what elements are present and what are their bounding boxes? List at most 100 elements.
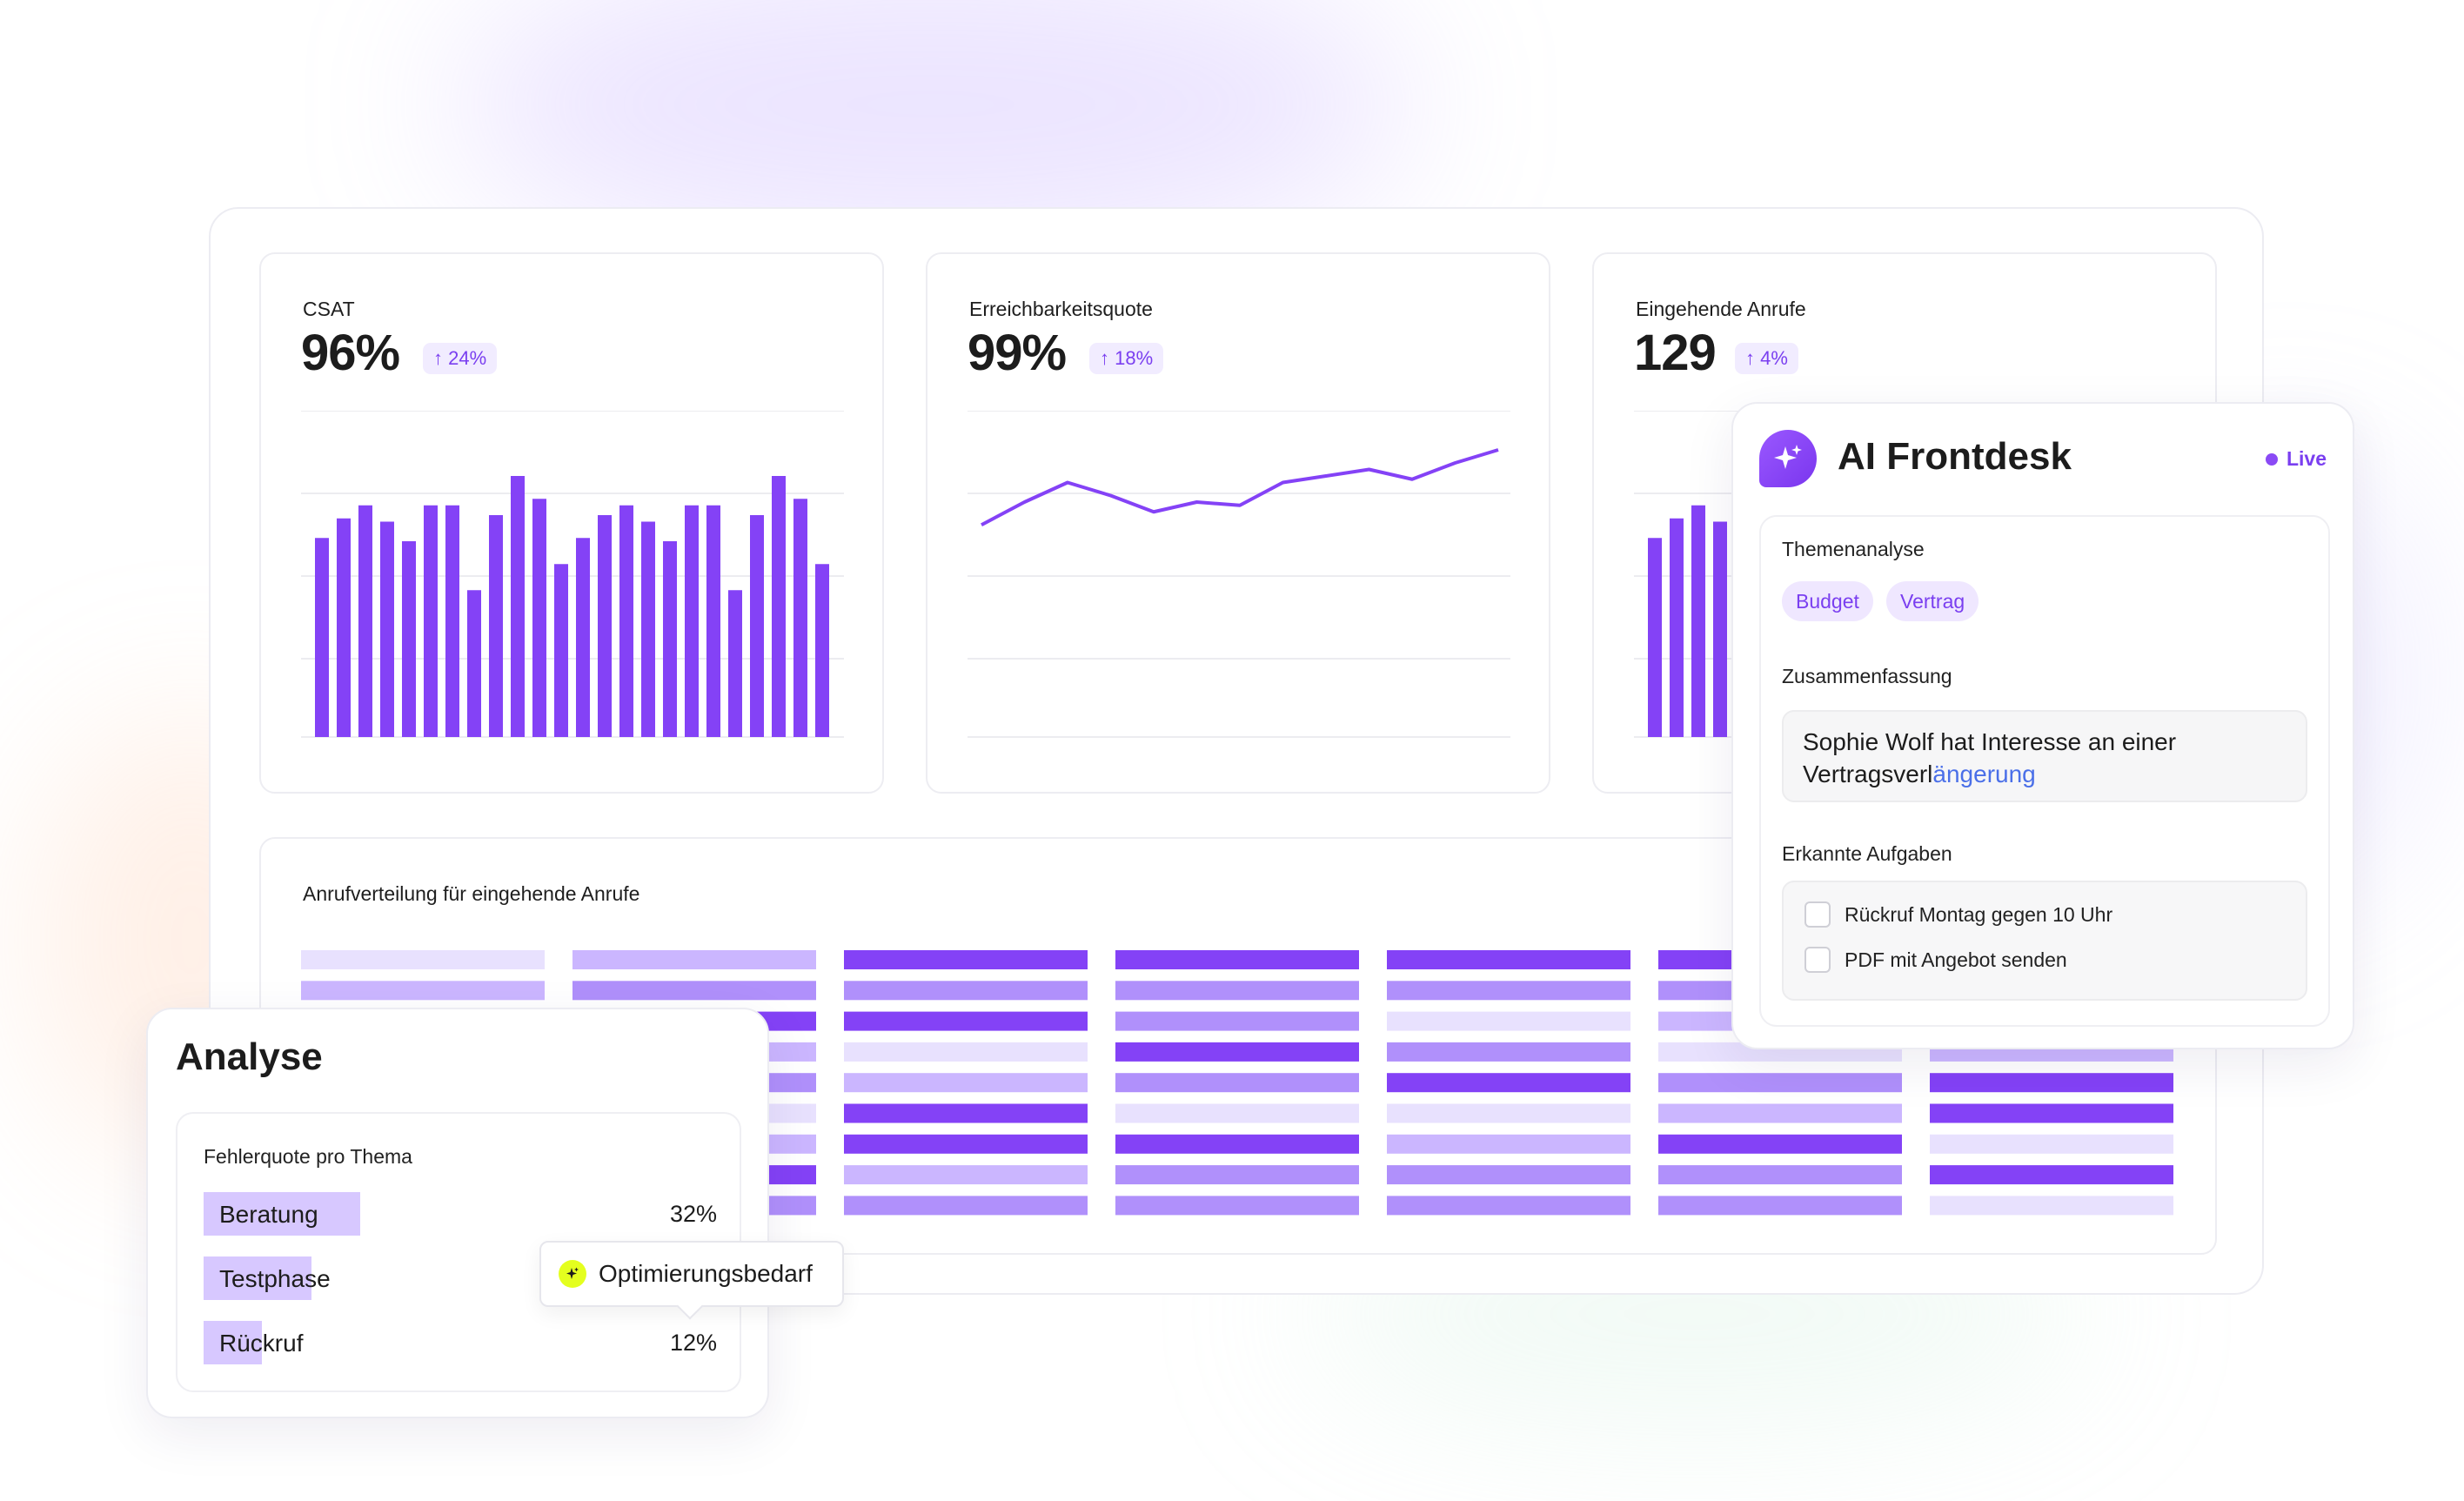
summary-text-streaming: ängerung	[1932, 761, 2036, 787]
heatmap-cell	[1930, 1196, 2173, 1216]
heatmap-cell	[1115, 1165, 1359, 1185]
error-rate-label: Beratung	[219, 1201, 318, 1228]
bar	[706, 505, 720, 737]
heatmap-cell	[1658, 1165, 1902, 1185]
bar	[1713, 521, 1727, 737]
bar	[1648, 538, 1662, 737]
heatmap-cell	[1658, 1073, 1902, 1093]
heatmap-cell	[572, 950, 816, 969]
bar	[337, 518, 351, 737]
bar	[315, 538, 329, 737]
bar	[772, 476, 786, 737]
kpi-card-erreichbarkeit[interactable]: Erreichbarkeitsquote 99% ↑ 18%	[926, 252, 1550, 794]
bar	[554, 564, 568, 737]
error-rate-bar	[204, 1321, 263, 1364]
error-rate-row[interactable]: Testphase	[204, 1256, 717, 1300]
live-status-badge: Live	[2265, 447, 2327, 471]
error-rate-bar	[204, 1256, 311, 1300]
heatmap-cell	[844, 1134, 1088, 1154]
heatmap-cell	[1115, 1073, 1359, 1093]
heatmap-cell	[1387, 1196, 1630, 1216]
bar	[511, 476, 525, 737]
heatmap-cell	[844, 1073, 1088, 1093]
csat-bar-chart	[301, 411, 844, 738]
heatmap-cell	[301, 981, 545, 1001]
bar	[532, 499, 546, 737]
ai-frontdesk-content: Themenanalyse Budget Vertrag Zusammenfas…	[1759, 515, 2330, 1027]
heatmap-cell	[1115, 981, 1359, 1001]
task-label: Rückruf Montag gegen 10 Uhr	[1845, 902, 2113, 926]
tasks-label: Erkannte Aufgaben	[1782, 842, 1952, 865]
series-line	[981, 448, 1499, 527]
heatmap-cell	[1115, 1042, 1359, 1062]
topic-tag-budget[interactable]: Budget	[1782, 581, 1873, 621]
heatmap-cell	[572, 981, 816, 1001]
kpi-title: CSAT	[303, 298, 355, 320]
task-checkbox[interactable]	[1804, 947, 1831, 973]
bar	[815, 564, 829, 737]
analyse-content: Fehlerquote pro Thema Beratung 32% Testp…	[176, 1112, 741, 1392]
heatmap-cell	[844, 981, 1088, 1001]
bar	[641, 521, 655, 737]
tooltip-label: Optimierungsbedarf	[599, 1260, 813, 1287]
kpi-delta-badge: ↑ 4%	[1735, 343, 1798, 374]
ai-frontdesk-title: AI Frontdesk	[1838, 435, 2072, 478]
kpi-title: Erreichbarkeitsquote	[969, 298, 1153, 320]
heatmap-cell	[844, 1011, 1088, 1031]
bar	[489, 515, 503, 737]
task-list: Rückruf Montag gegen 10 Uhr PDF mit Ange…	[1782, 881, 2307, 1001]
heatmap-cell	[1930, 1073, 2173, 1093]
error-rate-row[interactable]: Rückruf 12%	[204, 1321, 717, 1364]
analyse-subtitle: Fehlerquote pro Thema	[204, 1145, 412, 1168]
kpi-title: Eingehende Anrufe	[1636, 298, 1806, 320]
bar	[1670, 518, 1684, 737]
topic-tag-vertrag[interactable]: Vertrag	[1886, 581, 1979, 621]
heatmap-cell	[1115, 1011, 1359, 1031]
heatmap-cell	[844, 1042, 1088, 1062]
heatmap-cell	[1658, 1196, 1902, 1216]
kpi-card-csat[interactable]: CSAT 96% ↑ 24%	[259, 252, 884, 794]
bar	[598, 515, 612, 737]
analyse-panel: Analyse Fehlerquote pro Thema Beratung 3…	[146, 1008, 769, 1418]
error-rate-value: 12%	[669, 1330, 717, 1356]
summary-text-box: Sophie Wolf hat Interesse an einer Vertr…	[1782, 710, 2307, 802]
heatmap-cell	[1930, 1134, 2173, 1154]
heatmap-cell	[844, 1196, 1088, 1216]
topics-label: Themenanalyse	[1782, 538, 1925, 560]
heatmap-cell	[1658, 1103, 1902, 1123]
heatmap-cell	[1115, 1134, 1359, 1154]
heatmap-cell	[844, 950, 1088, 969]
bar	[402, 541, 416, 737]
heatmap-cell	[1930, 1165, 2173, 1185]
task-item[interactable]: Rückruf Montag gegen 10 Uhr	[1804, 901, 2112, 928]
optimization-tooltip: Optimierungsbedarf	[539, 1241, 844, 1320]
sparkle-icon	[559, 1260, 586, 1288]
kpi-value: 129	[1634, 325, 1717, 381]
task-checkbox[interactable]	[1804, 901, 1831, 928]
bar	[619, 505, 633, 737]
task-item[interactable]: PDF mit Angebot senden	[1804, 947, 2067, 973]
error-rate-bar	[204, 1192, 360, 1236]
heatmap-cell	[1930, 1103, 2173, 1123]
bar	[793, 499, 807, 737]
heatmap-cell	[844, 1103, 1088, 1123]
error-rate-value: 32%	[669, 1201, 717, 1227]
summary-label: Zusammenfassung	[1782, 665, 1952, 687]
ai-frontdesk-panel: AI Frontdesk Live Themenanalyse Budget V…	[1731, 402, 2354, 1049]
heatmap-cell	[1115, 1196, 1359, 1216]
kpi-delta-badge: ↑ 18%	[1089, 343, 1164, 374]
kpi-value: 96%	[301, 325, 400, 381]
heatmap-cell	[1115, 1103, 1359, 1123]
bar	[663, 541, 677, 737]
bar	[1691, 505, 1705, 737]
error-rate-label: Testphase	[219, 1265, 331, 1292]
error-rate-row[interactable]: Beratung 32%	[204, 1192, 717, 1236]
bar	[467, 590, 481, 737]
summary-text: Sophie Wolf hat Interesse an einer Vertr…	[1803, 728, 2177, 787]
heatmap-cell	[1387, 1073, 1630, 1093]
bar	[728, 590, 742, 737]
heatmap-cell	[1387, 1011, 1630, 1031]
sparkle-icon	[1759, 430, 1817, 487]
bar	[750, 515, 764, 737]
